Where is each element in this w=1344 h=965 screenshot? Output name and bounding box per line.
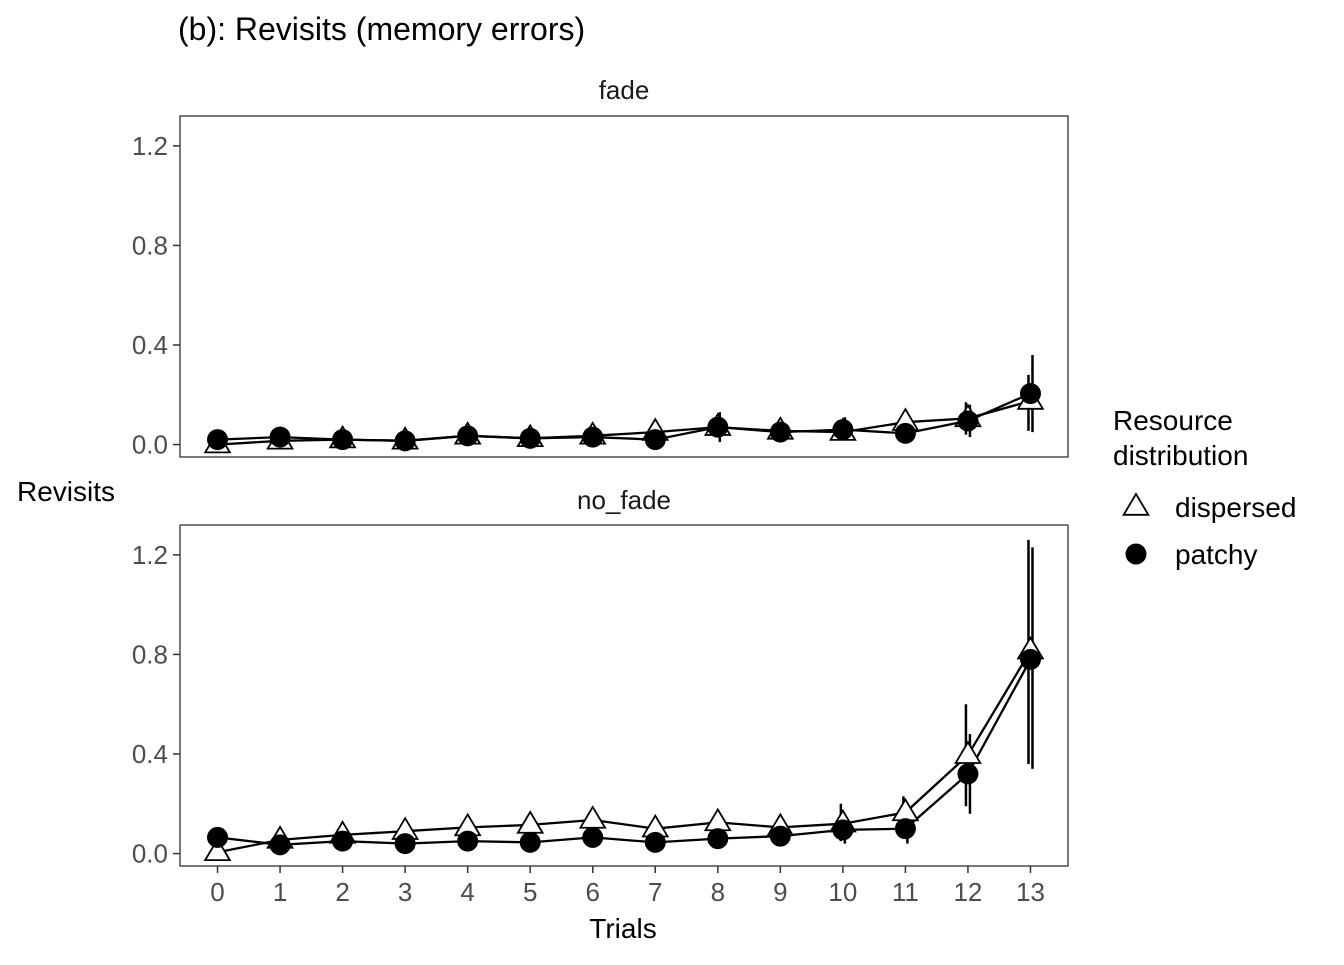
x-tick-label: 2 (335, 877, 349, 907)
point-patchy (1019, 383, 1041, 405)
point-patchy (644, 429, 666, 451)
y-tick-label: 0.0 (132, 430, 168, 460)
point-patchy (957, 410, 979, 432)
legend-title: distribution (1113, 440, 1248, 471)
point-dispersed (578, 805, 607, 829)
y-axis-title: Revisits (17, 476, 115, 507)
x-tick-label: 12 (953, 877, 982, 907)
legend-key-dispersed (1122, 492, 1150, 516)
point-patchy (582, 826, 604, 848)
point-patchy (707, 828, 729, 850)
x-tick-label: 1 (273, 877, 287, 907)
point-patchy (707, 416, 729, 438)
y-tick-label: 0.0 (132, 839, 168, 869)
point-patchy (519, 427, 541, 449)
point-patchy (582, 426, 604, 448)
point-patchy (957, 763, 979, 785)
point-patchy (457, 425, 479, 447)
legend-title: Resource (1113, 405, 1233, 436)
facet-strip-label: fade (599, 75, 650, 105)
point-patchy (207, 826, 229, 848)
point-patchy (457, 830, 479, 852)
point-patchy (269, 426, 291, 448)
y-tick-label: 1.2 (132, 131, 168, 161)
point-dispersed (891, 797, 920, 822)
point-patchy (1019, 648, 1041, 670)
y-tick-label: 1.2 (132, 540, 168, 570)
x-tick-label: 0 (210, 877, 224, 907)
x-tick-label: 13 (1016, 877, 1045, 907)
x-tick-label: 4 (460, 877, 474, 907)
y-tick-label: 0.8 (132, 230, 168, 260)
x-tick-label: 5 (523, 877, 537, 907)
point-patchy (832, 419, 854, 441)
panel-border (179, 524, 1069, 867)
facet-panel-fade: fade 0.0 0.4 0.8 1.2 (132, 75, 1069, 460)
x-tick-label: 3 (398, 877, 412, 907)
facet-panel-no-fade: no_fade 0.0 0.4 0.8 1.2 (132, 485, 1069, 869)
point-patchy (894, 818, 916, 840)
legend-key-patchy (1125, 543, 1147, 565)
x-axis-title: Trials (589, 913, 656, 944)
point-patchy (769, 825, 791, 847)
x-tick-label: 6 (585, 877, 599, 907)
point-patchy (894, 422, 916, 444)
point-dispersed (703, 807, 732, 832)
point-patchy (332, 830, 354, 852)
panel-border (179, 115, 1069, 458)
point-patchy (332, 429, 354, 451)
facet-strip-label: no_fade (577, 485, 671, 515)
point-patchy (769, 421, 791, 443)
point-dispersed (954, 740, 982, 764)
x-tick-label: 9 (773, 877, 787, 907)
chart-title: (b): Revisits (memory errors) (178, 11, 585, 47)
point-dispersed (203, 837, 232, 862)
point-patchy (832, 819, 854, 841)
y-tick-label: 0.4 (132, 330, 168, 360)
point-patchy (394, 430, 416, 452)
legend: Resource distribution dispersed patchy (1113, 405, 1296, 570)
legend-label-dispersed: dispersed (1175, 492, 1296, 523)
x-tick-label: 10 (828, 877, 857, 907)
point-patchy (207, 429, 229, 451)
point-patchy (394, 833, 416, 855)
legend-label-patchy: patchy (1175, 539, 1258, 570)
x-tick-label: 7 (648, 877, 662, 907)
x-tick-label: 11 (892, 877, 919, 907)
point-patchy (519, 831, 541, 853)
y-tick-label: 0.8 (132, 639, 168, 669)
x-axis-ticks: 0 1 2 3 4 5 6 7 8 9 10 11 12 13 (210, 866, 1045, 907)
point-patchy (269, 834, 291, 856)
y-tick-label: 0.4 (132, 739, 168, 769)
point-dispersed (516, 810, 545, 834)
series-line-dispersed (217, 650, 1032, 854)
facet-panels: fade 0.0 0.4 0.8 1.2 no_fade 0.0 0.4 0.8 1.2 (132, 75, 1069, 869)
point-patchy (644, 831, 666, 853)
x-tick-label: 8 (711, 877, 725, 907)
